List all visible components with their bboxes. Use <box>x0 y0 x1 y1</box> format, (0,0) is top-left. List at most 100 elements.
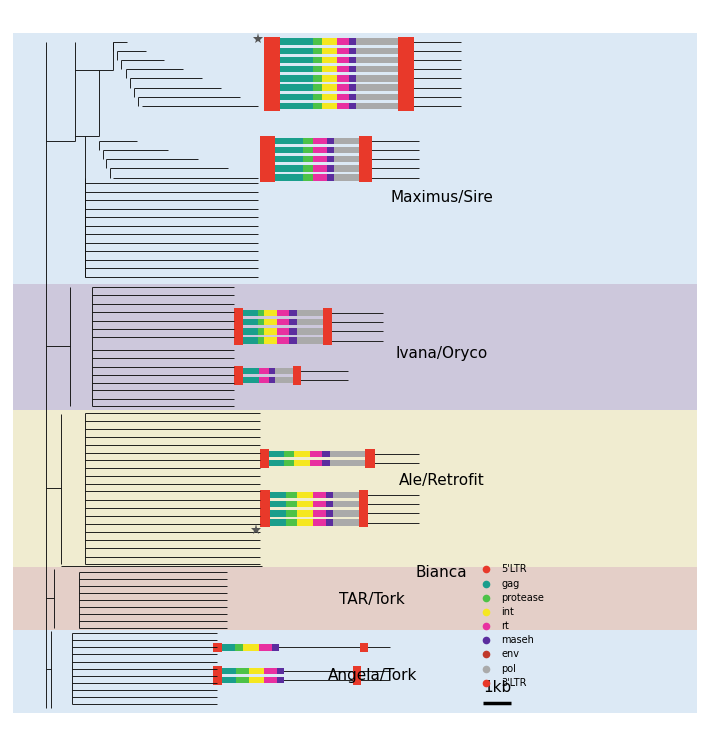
Text: pol: pol <box>502 664 516 674</box>
Bar <box>260 459 269 467</box>
Text: Ale/Retrofit: Ale/Retrofit <box>399 473 484 488</box>
Bar <box>270 377 275 384</box>
Bar <box>214 666 222 675</box>
Bar <box>359 136 371 146</box>
Bar <box>313 85 322 91</box>
Bar <box>242 377 259 384</box>
Bar <box>277 337 289 344</box>
Bar <box>356 75 398 82</box>
Bar <box>264 319 277 326</box>
Bar <box>264 37 280 46</box>
Bar <box>214 675 222 684</box>
Bar <box>289 319 297 326</box>
Bar <box>264 65 280 74</box>
Bar <box>242 368 259 374</box>
Bar <box>284 451 294 457</box>
Bar <box>313 492 326 498</box>
Bar <box>313 165 327 171</box>
Bar <box>234 367 242 376</box>
Bar <box>327 165 334 171</box>
Bar <box>348 38 356 45</box>
Bar <box>297 309 323 316</box>
Bar <box>286 492 297 498</box>
Bar <box>265 677 277 683</box>
Bar <box>326 501 333 507</box>
Bar <box>313 103 322 110</box>
Bar <box>337 57 348 63</box>
Bar <box>334 147 359 153</box>
Bar <box>277 309 289 316</box>
Bar <box>323 318 332 327</box>
Bar <box>260 509 270 518</box>
Bar <box>275 137 303 144</box>
Bar <box>272 644 279 650</box>
Bar <box>293 367 301 376</box>
Text: TAR/Tork: TAR/Tork <box>339 592 405 607</box>
Bar <box>260 154 275 164</box>
Bar <box>277 328 289 334</box>
Bar <box>280 93 313 100</box>
Bar <box>323 451 331 457</box>
Bar <box>260 136 275 146</box>
Bar <box>264 309 277 316</box>
Bar <box>313 75 322 82</box>
Bar <box>356 93 398 100</box>
Bar <box>326 492 333 498</box>
Bar <box>243 319 258 326</box>
Bar <box>353 666 361 675</box>
Bar <box>398 37 414 46</box>
Bar <box>264 83 280 92</box>
Bar <box>337 38 348 45</box>
Bar <box>270 520 286 526</box>
Bar <box>322 48 337 54</box>
Bar <box>348 66 356 72</box>
Bar <box>313 501 326 507</box>
Bar <box>222 644 234 650</box>
Bar <box>13 630 697 713</box>
Bar <box>322 93 337 100</box>
Bar <box>326 520 333 526</box>
Bar <box>280 75 313 82</box>
Bar <box>275 174 303 181</box>
Bar <box>259 368 270 374</box>
Bar <box>322 75 337 82</box>
Bar <box>348 93 356 100</box>
Bar <box>303 156 313 162</box>
Bar <box>260 173 275 182</box>
Bar <box>284 460 294 466</box>
Bar <box>297 510 313 517</box>
Bar <box>356 103 398 110</box>
Bar <box>337 75 348 82</box>
Bar <box>275 377 293 384</box>
Bar <box>323 327 332 336</box>
Bar <box>398 46 414 55</box>
Bar <box>313 66 322 72</box>
Bar <box>331 451 365 457</box>
Bar <box>322 38 337 45</box>
Bar <box>277 319 289 326</box>
Bar <box>280 103 313 110</box>
Bar <box>333 501 359 507</box>
Bar <box>259 377 270 384</box>
Bar <box>365 459 375 467</box>
Bar <box>280 48 313 54</box>
Bar <box>359 164 371 173</box>
Bar <box>264 328 277 334</box>
Bar <box>356 38 398 45</box>
Text: Angela/Tork: Angela/Tork <box>328 667 417 683</box>
Bar <box>303 137 313 144</box>
Bar <box>327 147 334 153</box>
Bar <box>13 33 697 284</box>
Bar <box>398 55 414 65</box>
Bar <box>237 667 249 674</box>
Bar <box>280 38 313 45</box>
Bar <box>297 492 313 498</box>
Bar <box>323 309 332 318</box>
Bar <box>334 137 359 144</box>
Bar <box>313 57 322 63</box>
Bar <box>280 57 313 63</box>
Bar <box>13 410 697 567</box>
Bar <box>313 147 327 153</box>
Text: maseh: maseh <box>502 635 534 645</box>
Bar <box>356 57 398 63</box>
